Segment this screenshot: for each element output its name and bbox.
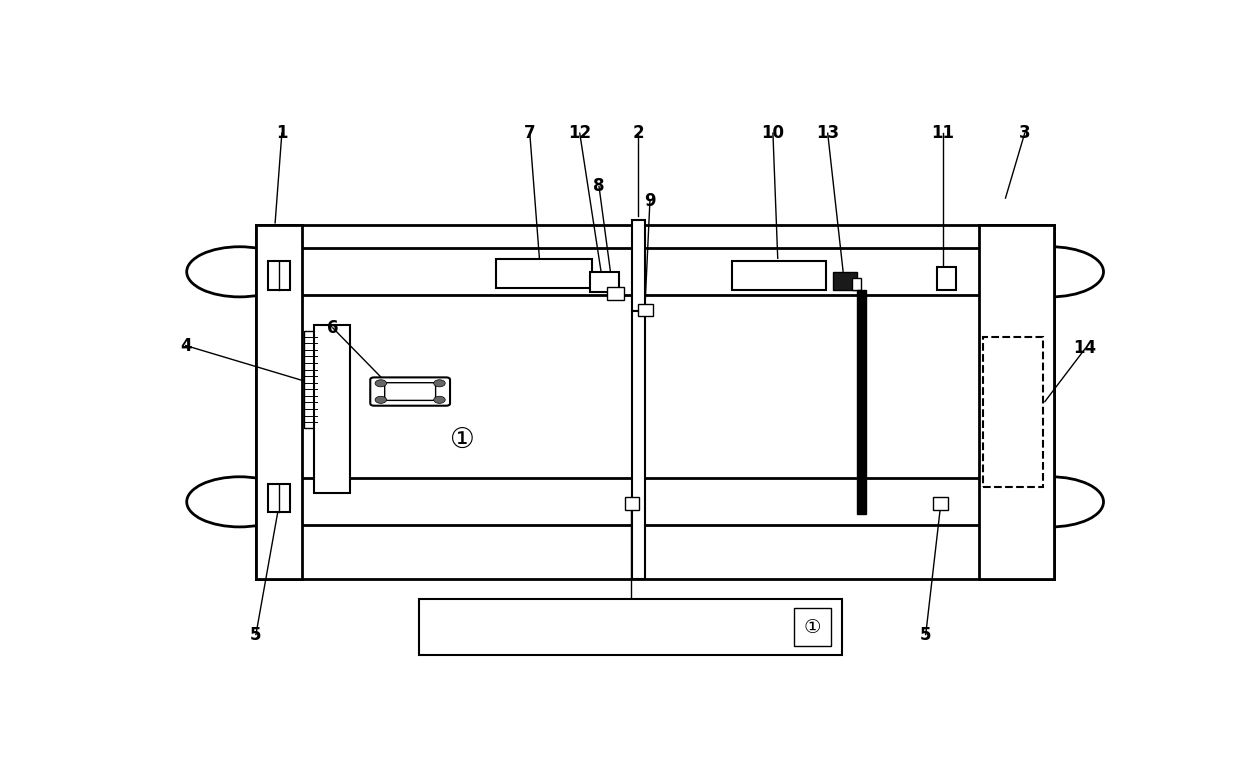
Bar [631, 220, 645, 311]
Bar [732, 261, 826, 290]
Bar [937, 267, 956, 290]
Circle shape [434, 380, 445, 387]
Text: 11: 11 [931, 124, 955, 142]
Circle shape [374, 396, 387, 404]
Bar [983, 337, 1043, 487]
Text: ①: ① [804, 617, 821, 637]
Bar [606, 286, 624, 300]
Text: 12: 12 [568, 124, 591, 142]
Circle shape [434, 396, 445, 404]
Bar [631, 311, 645, 578]
Text: 7: 7 [525, 124, 536, 142]
Bar [268, 483, 290, 512]
Bar [639, 304, 652, 316]
Bar [496, 260, 593, 288]
Circle shape [374, 380, 387, 387]
Text: 6: 6 [327, 319, 339, 337]
Text: 5: 5 [920, 626, 931, 643]
Text: 3: 3 [1019, 124, 1030, 142]
Bar [255, 224, 1054, 578]
Bar [978, 224, 1054, 578]
FancyBboxPatch shape [371, 378, 450, 406]
Text: 13: 13 [816, 124, 839, 142]
Bar [268, 261, 290, 290]
Text: 1: 1 [277, 124, 288, 142]
Bar [590, 272, 619, 293]
Text: 14: 14 [1074, 339, 1097, 358]
Bar [304, 331, 317, 428]
Text: 8: 8 [593, 177, 605, 195]
FancyBboxPatch shape [384, 383, 435, 401]
Bar [833, 273, 857, 290]
Text: 10: 10 [761, 124, 785, 142]
Bar [857, 290, 866, 514]
Bar [419, 599, 842, 655]
Text: 2: 2 [632, 124, 645, 142]
Bar [625, 496, 640, 509]
Bar [794, 608, 831, 647]
Bar [934, 496, 947, 509]
Text: ①: ① [450, 426, 475, 454]
Text: 5: 5 [250, 626, 262, 643]
Text: 9: 9 [644, 192, 656, 210]
Bar [852, 278, 862, 290]
Bar [255, 224, 303, 578]
Text: 5: 5 [625, 626, 636, 643]
Text: 4: 4 [180, 336, 191, 355]
Bar [314, 325, 350, 493]
